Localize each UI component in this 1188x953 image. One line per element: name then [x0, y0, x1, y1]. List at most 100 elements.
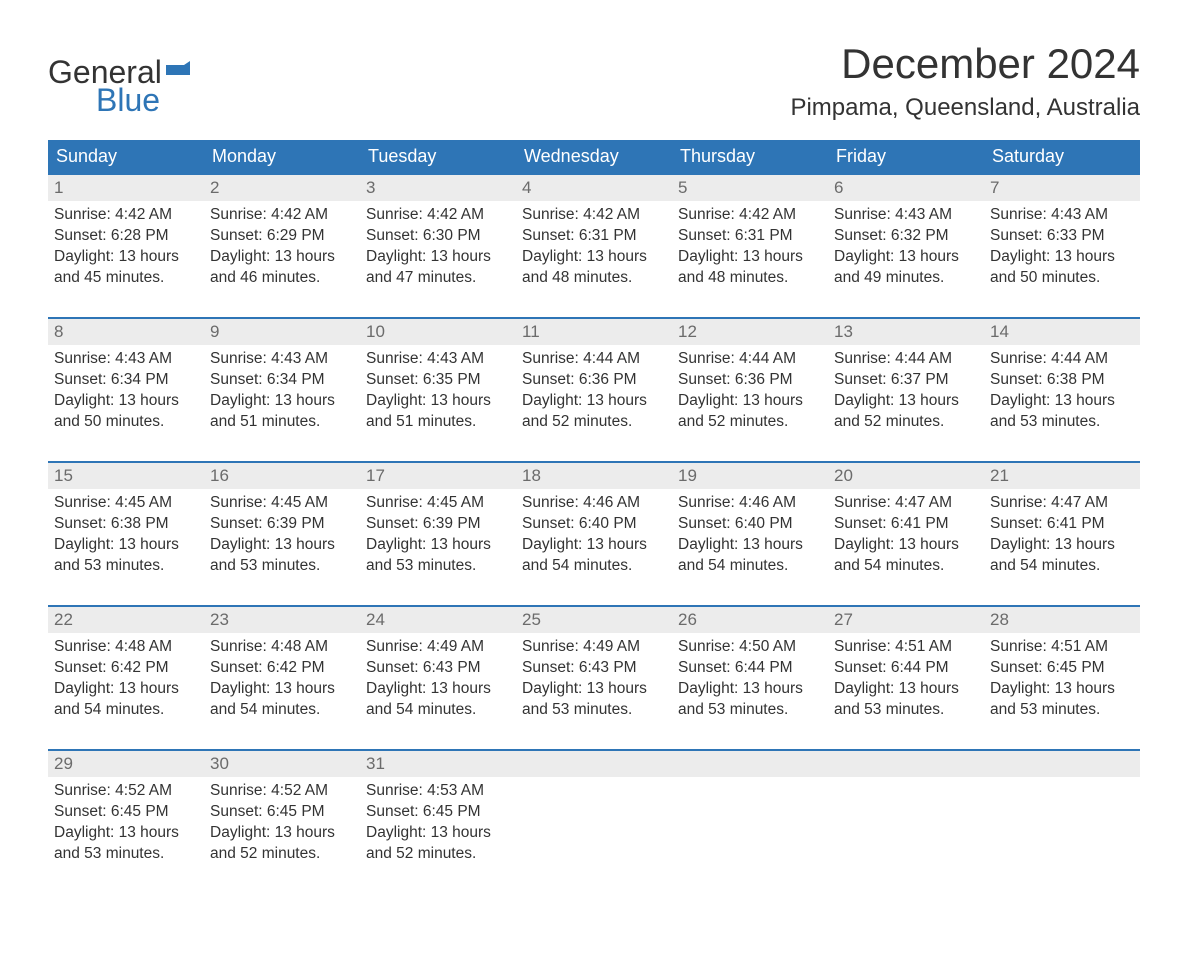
day-body: Sunrise: 4:51 AMSunset: 6:44 PMDaylight:…: [828, 633, 984, 749]
month-title: December 2024: [790, 40, 1140, 88]
day-line-sunrise: Sunrise: 4:43 AM: [54, 349, 198, 370]
day-number: 10: [360, 319, 516, 345]
day-line-sunrise: Sunrise: 4:42 AM: [366, 205, 510, 226]
day-line-sunrise: Sunrise: 4:45 AM: [366, 493, 510, 514]
day-body: Sunrise: 4:42 AMSunset: 6:31 PMDaylight:…: [672, 201, 828, 317]
day-cell: 3Sunrise: 4:42 AMSunset: 6:30 PMDaylight…: [360, 174, 516, 318]
day-cell: 21Sunrise: 4:47 AMSunset: 6:41 PMDayligh…: [984, 462, 1140, 606]
day-line-sunset: Sunset: 6:31 PM: [522, 226, 666, 247]
day-cell: [516, 750, 672, 893]
day-body: Sunrise: 4:47 AMSunset: 6:41 PMDaylight:…: [828, 489, 984, 605]
day-line-d1: Daylight: 13 hours: [54, 679, 198, 700]
day-cell: 5Sunrise: 4:42 AMSunset: 6:31 PMDaylight…: [672, 174, 828, 318]
day-body: Sunrise: 4:43 AMSunset: 6:34 PMDaylight:…: [48, 345, 204, 461]
day-line-sunset: Sunset: 6:45 PM: [54, 802, 198, 823]
day-line-d1: Daylight: 13 hours: [366, 823, 510, 844]
day-cell: [828, 750, 984, 893]
day-cell: 15Sunrise: 4:45 AMSunset: 6:38 PMDayligh…: [48, 462, 204, 606]
day-number: 2: [204, 175, 360, 201]
day-body: Sunrise: 4:42 AMSunset: 6:31 PMDaylight:…: [516, 201, 672, 317]
day-line-sunset: Sunset: 6:40 PM: [678, 514, 822, 535]
day-cell: [984, 750, 1140, 893]
weekday-header: Saturday: [984, 140, 1140, 174]
day-line-d2: and 50 minutes.: [990, 268, 1134, 289]
day-body: Sunrise: 4:52 AMSunset: 6:45 PMDaylight:…: [204, 777, 360, 893]
day-number: 24: [360, 607, 516, 633]
day-line-d1: Daylight: 13 hours: [210, 679, 354, 700]
day-cell: [672, 750, 828, 893]
day-line-d1: Daylight: 13 hours: [834, 679, 978, 700]
day-body: Sunrise: 4:43 AMSunset: 6:35 PMDaylight:…: [360, 345, 516, 461]
day-line-d2: and 50 minutes.: [54, 412, 198, 433]
day-line-sunset: Sunset: 6:29 PM: [210, 226, 354, 247]
day-line-sunset: Sunset: 6:37 PM: [834, 370, 978, 391]
day-line-d1: Daylight: 13 hours: [54, 535, 198, 556]
day-line-d2: and 54 minutes.: [522, 556, 666, 577]
weekday-header: Monday: [204, 140, 360, 174]
day-line-d1: Daylight: 13 hours: [678, 535, 822, 556]
day-line-d1: Daylight: 13 hours: [54, 247, 198, 268]
day-number-empty: [672, 751, 828, 777]
day-line-sunrise: Sunrise: 4:45 AM: [54, 493, 198, 514]
day-line-sunset: Sunset: 6:42 PM: [54, 658, 198, 679]
day-cell: 25Sunrise: 4:49 AMSunset: 6:43 PMDayligh…: [516, 606, 672, 750]
day-line-d1: Daylight: 13 hours: [522, 535, 666, 556]
day-cell: 17Sunrise: 4:45 AMSunset: 6:39 PMDayligh…: [360, 462, 516, 606]
day-cell: 20Sunrise: 4:47 AMSunset: 6:41 PMDayligh…: [828, 462, 984, 606]
day-line-sunrise: Sunrise: 4:44 AM: [522, 349, 666, 370]
day-number: 7: [984, 175, 1140, 201]
day-cell: 12Sunrise: 4:44 AMSunset: 6:36 PMDayligh…: [672, 318, 828, 462]
day-line-sunrise: Sunrise: 4:46 AM: [522, 493, 666, 514]
day-line-sunrise: Sunrise: 4:42 AM: [54, 205, 198, 226]
day-number: 29: [48, 751, 204, 777]
day-line-d1: Daylight: 13 hours: [366, 535, 510, 556]
day-line-d1: Daylight: 13 hours: [210, 391, 354, 412]
day-line-sunset: Sunset: 6:34 PM: [54, 370, 198, 391]
day-line-sunset: Sunset: 6:45 PM: [366, 802, 510, 823]
day-line-d2: and 54 minutes.: [678, 556, 822, 577]
day-line-d1: Daylight: 13 hours: [678, 679, 822, 700]
day-cell: 28Sunrise: 4:51 AMSunset: 6:45 PMDayligh…: [984, 606, 1140, 750]
day-cell: 4Sunrise: 4:42 AMSunset: 6:31 PMDaylight…: [516, 174, 672, 318]
day-line-d2: and 53 minutes.: [990, 700, 1134, 721]
day-line-sunrise: Sunrise: 4:42 AM: [678, 205, 822, 226]
day-line-sunrise: Sunrise: 4:52 AM: [54, 781, 198, 802]
day-number: 21: [984, 463, 1140, 489]
day-line-d1: Daylight: 13 hours: [522, 679, 666, 700]
day-line-d2: and 49 minutes.: [834, 268, 978, 289]
day-line-d1: Daylight: 13 hours: [678, 247, 822, 268]
day-line-sunrise: Sunrise: 4:51 AM: [990, 637, 1134, 658]
day-line-sunset: Sunset: 6:39 PM: [210, 514, 354, 535]
day-cell: 19Sunrise: 4:46 AMSunset: 6:40 PMDayligh…: [672, 462, 828, 606]
day-line-d1: Daylight: 13 hours: [366, 391, 510, 412]
day-body-empty: [672, 777, 828, 893]
day-body: Sunrise: 4:49 AMSunset: 6:43 PMDaylight:…: [516, 633, 672, 749]
day-line-sunrise: Sunrise: 4:44 AM: [990, 349, 1134, 370]
day-line-sunset: Sunset: 6:36 PM: [678, 370, 822, 391]
day-line-d1: Daylight: 13 hours: [522, 247, 666, 268]
day-line-sunrise: Sunrise: 4:47 AM: [990, 493, 1134, 514]
day-number: 20: [828, 463, 984, 489]
day-cell: 2Sunrise: 4:42 AMSunset: 6:29 PMDaylight…: [204, 174, 360, 318]
day-line-sunrise: Sunrise: 4:49 AM: [366, 637, 510, 658]
day-body: Sunrise: 4:42 AMSunset: 6:28 PMDaylight:…: [48, 201, 204, 317]
day-body: Sunrise: 4:42 AMSunset: 6:29 PMDaylight:…: [204, 201, 360, 317]
title-block: December 2024 Pimpama, Queensland, Austr…: [790, 40, 1140, 132]
day-body-empty: [516, 777, 672, 893]
day-line-d2: and 54 minutes.: [834, 556, 978, 577]
day-number: 30: [204, 751, 360, 777]
day-line-d2: and 48 minutes.: [522, 268, 666, 289]
day-number: 15: [48, 463, 204, 489]
day-number: 6: [828, 175, 984, 201]
day-line-d1: Daylight: 13 hours: [54, 823, 198, 844]
page-header: General Blue December 2024 Pimpama, Quee…: [48, 40, 1140, 132]
brand-logo: General Blue: [48, 40, 198, 116]
day-cell: 29Sunrise: 4:52 AMSunset: 6:45 PMDayligh…: [48, 750, 204, 893]
day-line-d2: and 45 minutes.: [54, 268, 198, 289]
day-body: Sunrise: 4:49 AMSunset: 6:43 PMDaylight:…: [360, 633, 516, 749]
day-body: Sunrise: 4:52 AMSunset: 6:45 PMDaylight:…: [48, 777, 204, 893]
day-line-d1: Daylight: 13 hours: [834, 391, 978, 412]
day-line-d2: and 47 minutes.: [366, 268, 510, 289]
day-line-sunrise: Sunrise: 4:43 AM: [990, 205, 1134, 226]
day-number: 19: [672, 463, 828, 489]
